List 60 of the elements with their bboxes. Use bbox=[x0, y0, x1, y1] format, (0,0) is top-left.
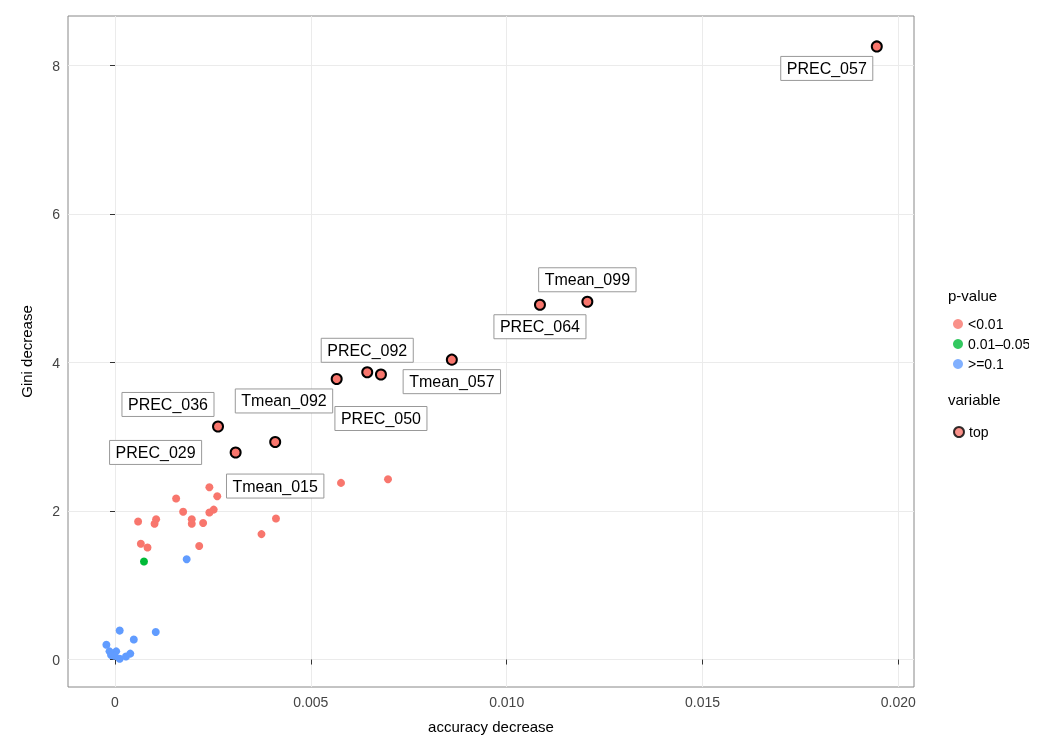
point bbox=[445, 353, 458, 366]
annotation: PREC_029 bbox=[115, 443, 196, 462]
point bbox=[384, 475, 392, 484]
point bbox=[150, 519, 159, 528]
annotation: PREC_036 bbox=[127, 395, 209, 414]
x-axis-title: accuracy decrease bbox=[428, 718, 554, 735]
x-tick-label: 0.005 bbox=[293, 694, 329, 710]
legend-label: <0.01 bbox=[968, 316, 1004, 332]
point bbox=[139, 557, 148, 566]
point bbox=[213, 492, 222, 501]
legend-label: 0.01–0.05 bbox=[968, 336, 1031, 352]
point bbox=[374, 368, 387, 381]
point bbox=[143, 543, 152, 552]
point bbox=[581, 295, 594, 308]
text: variable bbox=[948, 391, 1001, 408]
point bbox=[269, 436, 282, 449]
x-tick-label: 0 bbox=[111, 694, 120, 710]
point bbox=[257, 530, 266, 539]
point bbox=[126, 649, 135, 658]
x-tick-label: 0.020 bbox=[880, 694, 917, 710]
x-tick-label: 0.010 bbox=[489, 694, 525, 710]
point bbox=[182, 555, 191, 564]
point bbox=[179, 507, 188, 516]
point bbox=[151, 628, 160, 637]
point bbox=[195, 541, 204, 550]
y-axis-title: Gini decrease bbox=[18, 305, 35, 398]
point bbox=[102, 640, 111, 649]
annotation: Tmean_015 bbox=[232, 477, 318, 496]
point bbox=[172, 494, 181, 503]
x-tick-label: 0.015 bbox=[684, 694, 721, 710]
annotation: PREC_050 bbox=[340, 410, 422, 429]
point bbox=[870, 40, 883, 53]
point bbox=[209, 505, 218, 514]
point bbox=[199, 518, 208, 527]
point bbox=[205, 483, 214, 492]
point bbox=[212, 420, 225, 433]
annotation: PREC_092 bbox=[327, 341, 408, 360]
point bbox=[337, 478, 345, 487]
point bbox=[361, 366, 374, 379]
legend-label: top bbox=[969, 424, 989, 440]
point bbox=[229, 446, 242, 459]
annotation: Tmean_092 bbox=[241, 392, 327, 411]
annotation: Tmean_099 bbox=[544, 271, 631, 290]
legend-label: >=0.1 bbox=[968, 356, 1005, 372]
point bbox=[136, 539, 145, 548]
y-tick-label: 4 bbox=[52, 354, 61, 371]
point bbox=[330, 372, 343, 385]
annotation: PREC_057 bbox=[786, 59, 867, 78]
point bbox=[129, 635, 138, 644]
point bbox=[533, 298, 546, 311]
legend-title: p-value bbox=[948, 287, 998, 304]
y-tick-label: 6 bbox=[52, 206, 61, 223]
point bbox=[134, 517, 143, 526]
y-tick-label: 8 bbox=[52, 57, 61, 74]
annotation: Tmean_057 bbox=[409, 373, 495, 392]
y-tick-label: 2 bbox=[52, 503, 61, 520]
point bbox=[271, 514, 280, 523]
annotation: PREC_064 bbox=[499, 318, 581, 337]
y-tick-label: 0 bbox=[52, 651, 61, 668]
point bbox=[115, 626, 124, 635]
